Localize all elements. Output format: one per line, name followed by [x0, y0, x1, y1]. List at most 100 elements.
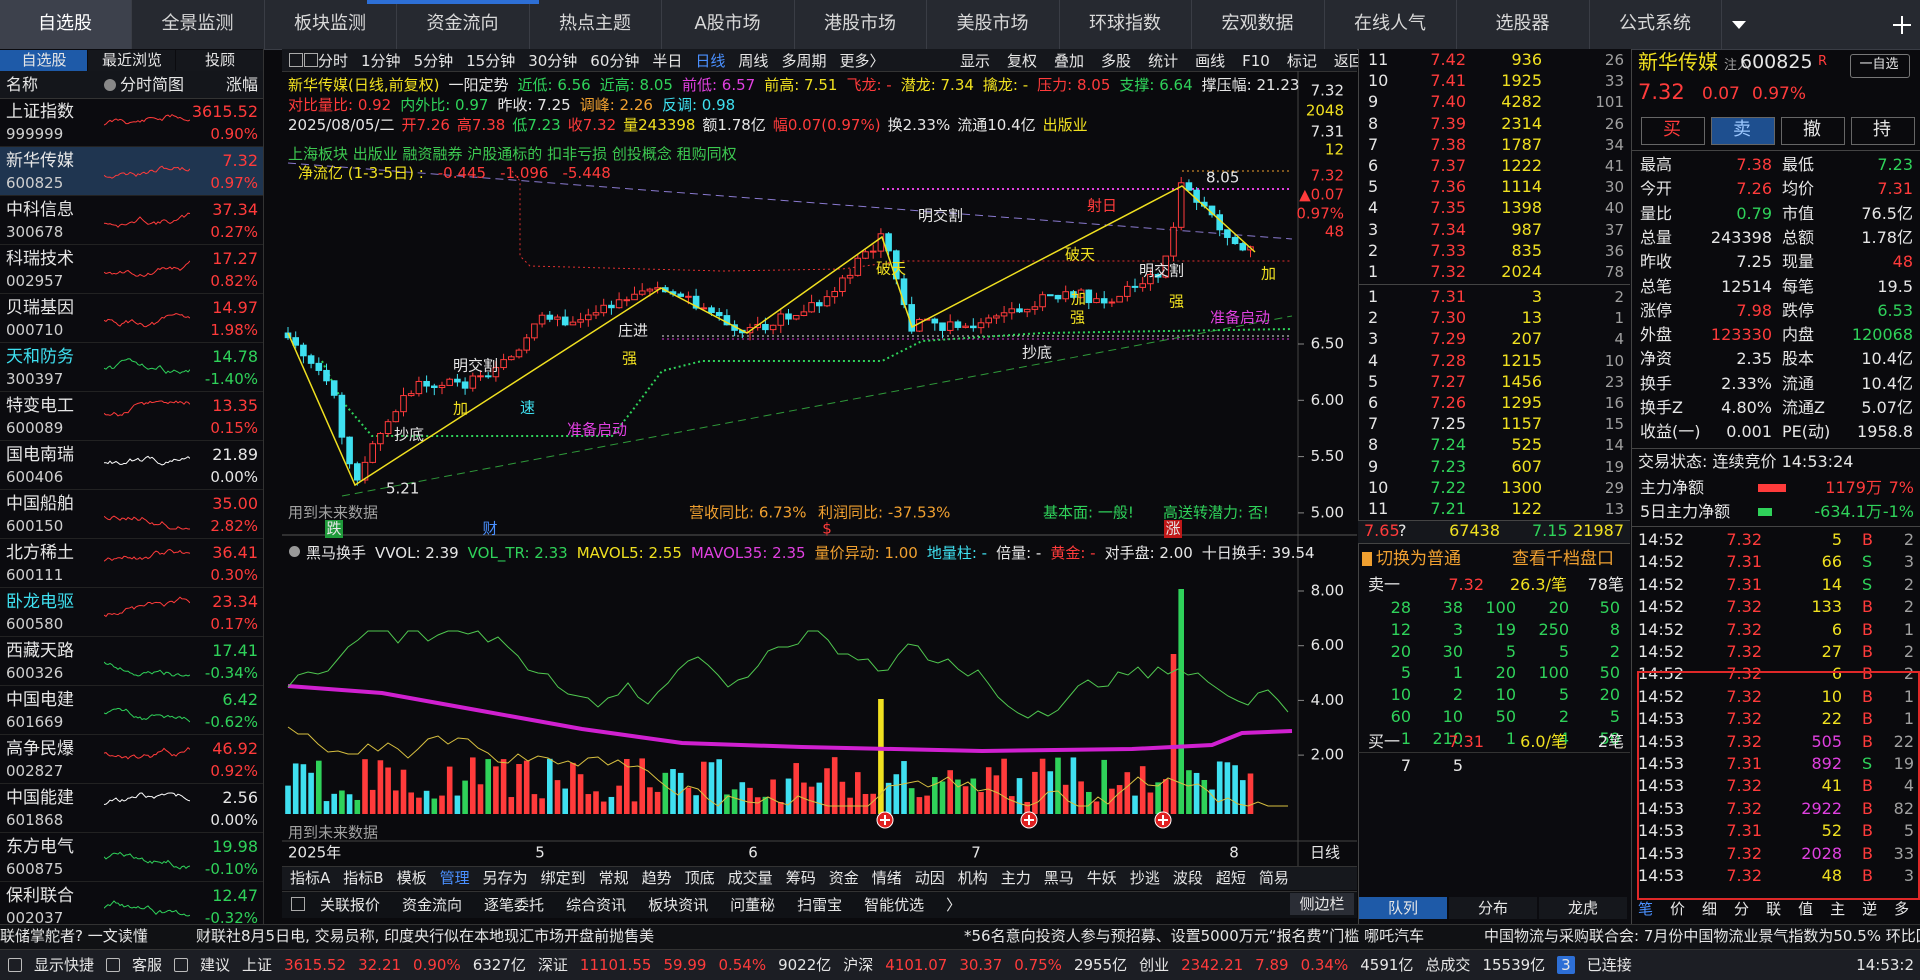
- indicator-tab[interactable]: 主力: [1000, 869, 1031, 887]
- book-link[interactable]: 切换为普通: [1376, 549, 1461, 569]
- sidebar-button[interactable]: [1290, 893, 1354, 915]
- chart-tool[interactable]: F10: [1242, 51, 1270, 70]
- nav-tab[interactable]: [1589, 0, 1722, 49]
- nav-tab-label[interactable]: 板块监测: [294, 13, 366, 34]
- watchlist-row[interactable]: [0, 588, 263, 637]
- action-button[interactable]: [1851, 117, 1915, 145]
- book-tab[interactable]: [1359, 897, 1447, 919]
- nav-tab-label[interactable]: 资金流向: [426, 13, 499, 34]
- chart-tool[interactable]: 返回: [1333, 52, 1364, 70]
- nav-tab-label[interactable]: 宏观数据: [1221, 13, 1294, 34]
- nav-tab-label[interactable]: 自选股: [38, 13, 92, 34]
- chart-tool[interactable]: 显示: [960, 52, 991, 70]
- quote-tab[interactable]: 主: [1830, 900, 1846, 918]
- nav-tab-label[interactable]: 环球指数: [1089, 13, 1161, 34]
- indicator-tab[interactable]: 指标A: [290, 869, 331, 887]
- action-label[interactable]: 卖: [1733, 119, 1751, 140]
- watchlist-row[interactable]: [0, 441, 263, 490]
- book-tab[interactable]: [1449, 897, 1537, 919]
- indicator-tab[interactable]: 模板: [396, 869, 427, 887]
- nav-tab[interactable]: [794, 0, 927, 49]
- watchlist-row[interactable]: [0, 784, 263, 833]
- book-tab[interactable]: [1539, 897, 1627, 919]
- action-label[interactable]: 持: [1873, 119, 1891, 140]
- nav-tab[interactable]: [264, 0, 397, 49]
- book-link[interactable]: 查看千档盘口: [1512, 549, 1614, 569]
- dropdown-icon[interactable]: [1732, 21, 1746, 29]
- nav-tab[interactable]: [1192, 0, 1325, 49]
- watchlist-row[interactable]: [0, 343, 263, 392]
- bottom-tab[interactable]: 综合资讯: [566, 896, 627, 914]
- indicator-tab[interactable]: 情绪: [871, 869, 902, 887]
- status-item[interactable]: 客服: [132, 956, 163, 974]
- action-button[interactable]: [1781, 117, 1845, 145]
- chart-tool[interactable]: 统计: [1148, 52, 1179, 70]
- watchlist-row[interactable]: [0, 735, 263, 784]
- watch-button-label[interactable]: 一自选: [1859, 57, 1899, 72]
- chart-tool[interactable]: 多股: [1101, 52, 1132, 70]
- indicator-tab[interactable]: 指标B: [343, 869, 384, 887]
- watchlist-tab[interactable]: [88, 50, 175, 71]
- watchlist-tab-label[interactable]: 最近浏览: [101, 51, 163, 69]
- action-button[interactable]: [1711, 117, 1775, 145]
- nav-tab[interactable]: [1059, 0, 1192, 49]
- indicator-tab[interactable]: 机构: [957, 869, 988, 887]
- watchlist-row[interactable]: [0, 686, 263, 735]
- chart-tool[interactable]: 画线: [1195, 52, 1226, 70]
- bottom-tab[interactable]: 板块资讯: [648, 896, 709, 914]
- status-item[interactable]: 建议: [200, 956, 231, 974]
- quote-tab[interactable]: 分: [1734, 900, 1750, 918]
- bottom-tab[interactable]: 问董秘: [730, 896, 776, 914]
- quote-tab[interactable]: 值: [1798, 900, 1814, 918]
- watchlist-row[interactable]: [0, 196, 263, 245]
- sidebar-label[interactable]: 侧边栏: [1299, 895, 1345, 913]
- nav-tab-label[interactable]: 美股市场: [956, 13, 1029, 34]
- period-tab[interactable]: 60分钟: [590, 52, 640, 70]
- indicator-tab[interactable]: 筹码: [785, 869, 816, 887]
- bottom-tab[interactable]: 逐笔委托: [484, 896, 545, 914]
- watchlist-row[interactable]: [0, 637, 263, 686]
- chart-tool[interactable]: 复权: [1007, 52, 1038, 70]
- indicator-tab[interactable]: 动因: [914, 869, 945, 887]
- bottom-tab[interactable]: 〉: [946, 896, 962, 914]
- indicator-tab[interactable]: 顶底: [684, 869, 715, 887]
- nav-tab-label[interactable]: 港股市场: [824, 13, 896, 34]
- indicator-tab[interactable]: 资金: [828, 869, 859, 887]
- action-label[interactable]: 买: [1663, 119, 1681, 140]
- nav-tab-label[interactable]: 全景监测: [161, 13, 234, 34]
- period-tab[interactable]: 5分钟: [413, 52, 454, 70]
- watchlist-tab-label[interactable]: 自选股: [21, 51, 67, 69]
- quote-tab[interactable]: 联: [1766, 900, 1782, 918]
- watchlist-row[interactable]: [0, 392, 263, 441]
- watchlist-row[interactable]: [0, 539, 263, 588]
- period-tab[interactable]: 15分钟: [466, 52, 516, 70]
- status-item[interactable]: 显示快捷: [34, 956, 95, 974]
- watchlist-tab-label[interactable]: 投顾: [204, 51, 236, 69]
- watchlist-tab[interactable]: [0, 50, 87, 71]
- indicator-tab[interactable]: 常规: [598, 869, 629, 887]
- book-tab-label[interactable]: 分布: [1477, 899, 1509, 917]
- indicator-tab[interactable]: 黑马: [1043, 869, 1074, 887]
- period-tab[interactable]: 周线: [738, 52, 769, 70]
- bottom-tab[interactable]: 关联报价: [320, 896, 381, 914]
- period-tab[interactable]: 日线: [695, 52, 726, 70]
- indicator-tab[interactable]: 简易: [1258, 869, 1289, 887]
- nav-tab[interactable]: [0, 0, 132, 49]
- news-item[interactable]: 财联社8月5日电, 交易员称, 印度央行似在本地现汇市场开盘前抛售美: [196, 927, 655, 945]
- watchlist-row[interactable]: [0, 245, 263, 294]
- watchlist-tab[interactable]: [176, 50, 263, 71]
- period-tab[interactable]: 半日: [652, 52, 683, 70]
- bottom-tab[interactable]: 智能优选: [864, 896, 925, 914]
- action-label[interactable]: 撤: [1803, 119, 1821, 140]
- bottom-tab[interactable]: 资金流向: [402, 896, 463, 914]
- nav-tab[interactable]: [927, 0, 1060, 49]
- quote-tab[interactable]: 多: [1894, 900, 1910, 918]
- indicator-tab[interactable]: 趋势: [641, 869, 672, 887]
- news-item[interactable]: *56名意向投资人参与预招募、设置5000万元“报名费”门槛 哪吒汽车: [964, 927, 1425, 945]
- quote-tab[interactable]: 细: [1702, 900, 1718, 918]
- nav-tab-label[interactable]: 公式系统: [1619, 13, 1691, 34]
- nav-tab[interactable]: [529, 0, 662, 49]
- period-tab[interactable]: 多周期: [781, 52, 827, 70]
- period-tab[interactable]: 1分钟: [361, 52, 401, 70]
- indicator-tab[interactable]: 管理: [439, 869, 470, 887]
